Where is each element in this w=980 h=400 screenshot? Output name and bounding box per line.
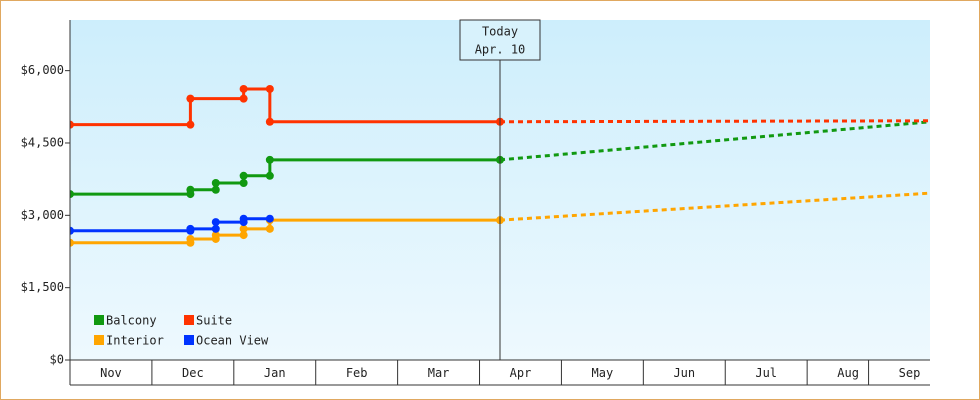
x-tick-label: Nov — [100, 366, 122, 380]
y-tick-label: $3,000 — [21, 208, 64, 222]
point — [265, 117, 274, 126]
x-tick-label: Mar — [428, 366, 450, 380]
legend-label: Balcony — [106, 314, 157, 328]
point — [70, 226, 74, 235]
point — [186, 94, 195, 103]
point — [239, 179, 248, 188]
y-tick-label: $1,500 — [21, 280, 64, 294]
point — [265, 84, 274, 93]
x-tick-label: Jun — [673, 366, 695, 380]
legend-swatch — [94, 315, 104, 325]
y-tick-label: $6,000 — [21, 63, 64, 77]
point — [239, 84, 248, 93]
today-title: Today — [482, 25, 518, 39]
series-line — [70, 87, 500, 127]
point — [265, 214, 274, 223]
point — [186, 224, 195, 233]
x-tick-label: Aug — [837, 366, 859, 380]
x-tick-label: Feb — [346, 366, 368, 380]
x-tick-label: Apr — [510, 366, 532, 380]
point — [265, 171, 274, 180]
point — [211, 179, 220, 188]
point — [265, 155, 274, 164]
point — [265, 224, 274, 233]
y-tick-label: $4,500 — [21, 135, 64, 149]
point — [239, 224, 248, 233]
point — [239, 171, 248, 180]
legend-swatch — [94, 335, 104, 345]
point — [239, 94, 248, 103]
x-tick-label: Jan — [264, 366, 286, 380]
legend-label: Interior — [106, 334, 164, 348]
point — [211, 185, 220, 194]
y-tick-label: $0 — [50, 353, 64, 367]
legend-swatch — [184, 335, 194, 345]
point — [211, 218, 220, 227]
point — [70, 120, 74, 129]
x-tick-label: Sep — [899, 366, 921, 380]
point — [239, 231, 248, 240]
x-tick-label: Dec — [182, 366, 204, 380]
point — [239, 214, 248, 223]
point — [186, 234, 195, 243]
point — [211, 224, 220, 233]
legend-label: Ocean View — [196, 334, 269, 348]
legend-label: Suite — [196, 314, 232, 328]
x-tick-label: Jul — [755, 366, 777, 380]
point — [186, 185, 195, 194]
point — [211, 231, 220, 240]
point — [186, 120, 195, 129]
point — [70, 238, 74, 247]
today-box — [459, 19, 541, 61]
today-date: Apr. 10 — [475, 43, 526, 57]
x-tick-label: May — [592, 366, 614, 380]
point — [70, 190, 74, 199]
legend-swatch — [184, 315, 194, 325]
